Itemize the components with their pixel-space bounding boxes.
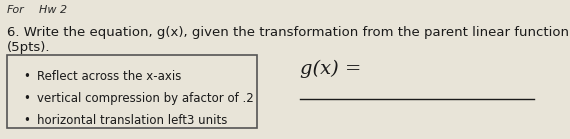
Text: For: For [7,5,25,15]
Text: •: • [23,92,30,105]
FancyBboxPatch shape [7,54,257,128]
Text: Reflect across the x-axis: Reflect across the x-axis [36,70,181,83]
Text: vertical compression by afactor of .2: vertical compression by afactor of .2 [36,92,254,105]
Text: •: • [23,114,30,127]
Text: 6. Write the equation, g(x), given the transformation from the parent linear fun: 6. Write the equation, g(x), given the t… [7,26,569,54]
Text: Hw 2: Hw 2 [39,5,68,15]
Text: horizontal translation left3 units: horizontal translation left3 units [36,114,227,127]
Text: g(x) =: g(x) = [300,60,362,78]
Text: •: • [23,70,30,83]
